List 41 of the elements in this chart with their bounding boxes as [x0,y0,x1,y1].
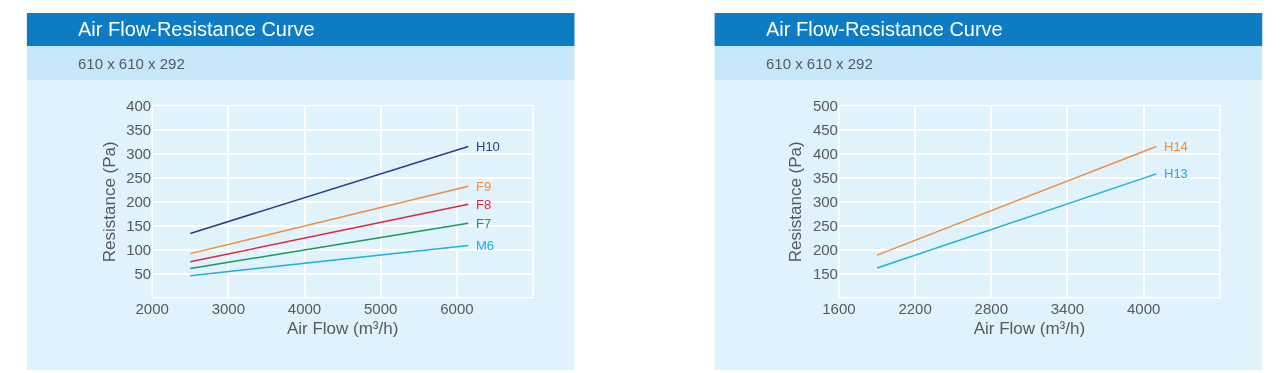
y-tick-label: 400 [126,96,152,114]
y-tick-label: 200 [126,192,152,210]
y-tick-label: 500 [812,96,838,114]
y-tick-label: 300 [812,192,838,210]
x-tick-label: 4000 [1126,299,1161,317]
chart-title: Air Flow-Resistance Curve [78,18,315,40]
series-label: H13 [1164,166,1188,181]
y-tick-label: 300 [126,144,152,162]
y-tick-label: 350 [126,120,152,138]
series-label: F9 [476,179,492,194]
x-axis-title: Air Flow (m³/h) [286,319,399,339]
y-tick-label: 400 [812,144,838,162]
x-tick-label: 2800 [974,299,1008,317]
y-tick-label: 200 [812,241,838,259]
series-label: F7 [476,216,492,231]
x-tick-label: 6000 [440,299,474,317]
y-tick-label: 150 [126,217,152,235]
y-axis-title: Resistance (Pa) [786,141,806,263]
x-tick-label: 3000 [211,299,246,317]
series-label: M6 [476,238,495,253]
x-tick-label: 5000 [364,299,398,317]
y-tick-label: 50 [134,265,152,283]
chart-title: Air Flow-Resistance Curve [766,18,1003,40]
y-tick-label: 250 [812,217,838,235]
x-tick-label: 2000 [135,299,169,317]
x-tick-label: 1600 [822,299,856,317]
y-tick-label: 250 [126,168,152,186]
y-tick-label: 100 [126,241,152,259]
y-tick-label: 450 [812,120,838,138]
x-tick-label: 3400 [1050,299,1085,317]
chart-subtitle: 610 x 610 x 292 [78,55,185,72]
y-tick-label: 350 [812,168,838,186]
x-tick-label: 2200 [898,299,932,317]
series-label: H14 [1164,139,1188,154]
y-tick-label: 150 [812,265,838,283]
series-label: F8 [476,197,492,212]
chart-subtitle: 610 x 610 x 292 [766,55,873,72]
y-axis-title: Resistance (Pa) [99,141,119,263]
series-label: H10 [476,139,500,154]
x-tick-label: 4000 [287,299,322,317]
x-axis-title: Air Flow (m³/h) [973,319,1086,339]
